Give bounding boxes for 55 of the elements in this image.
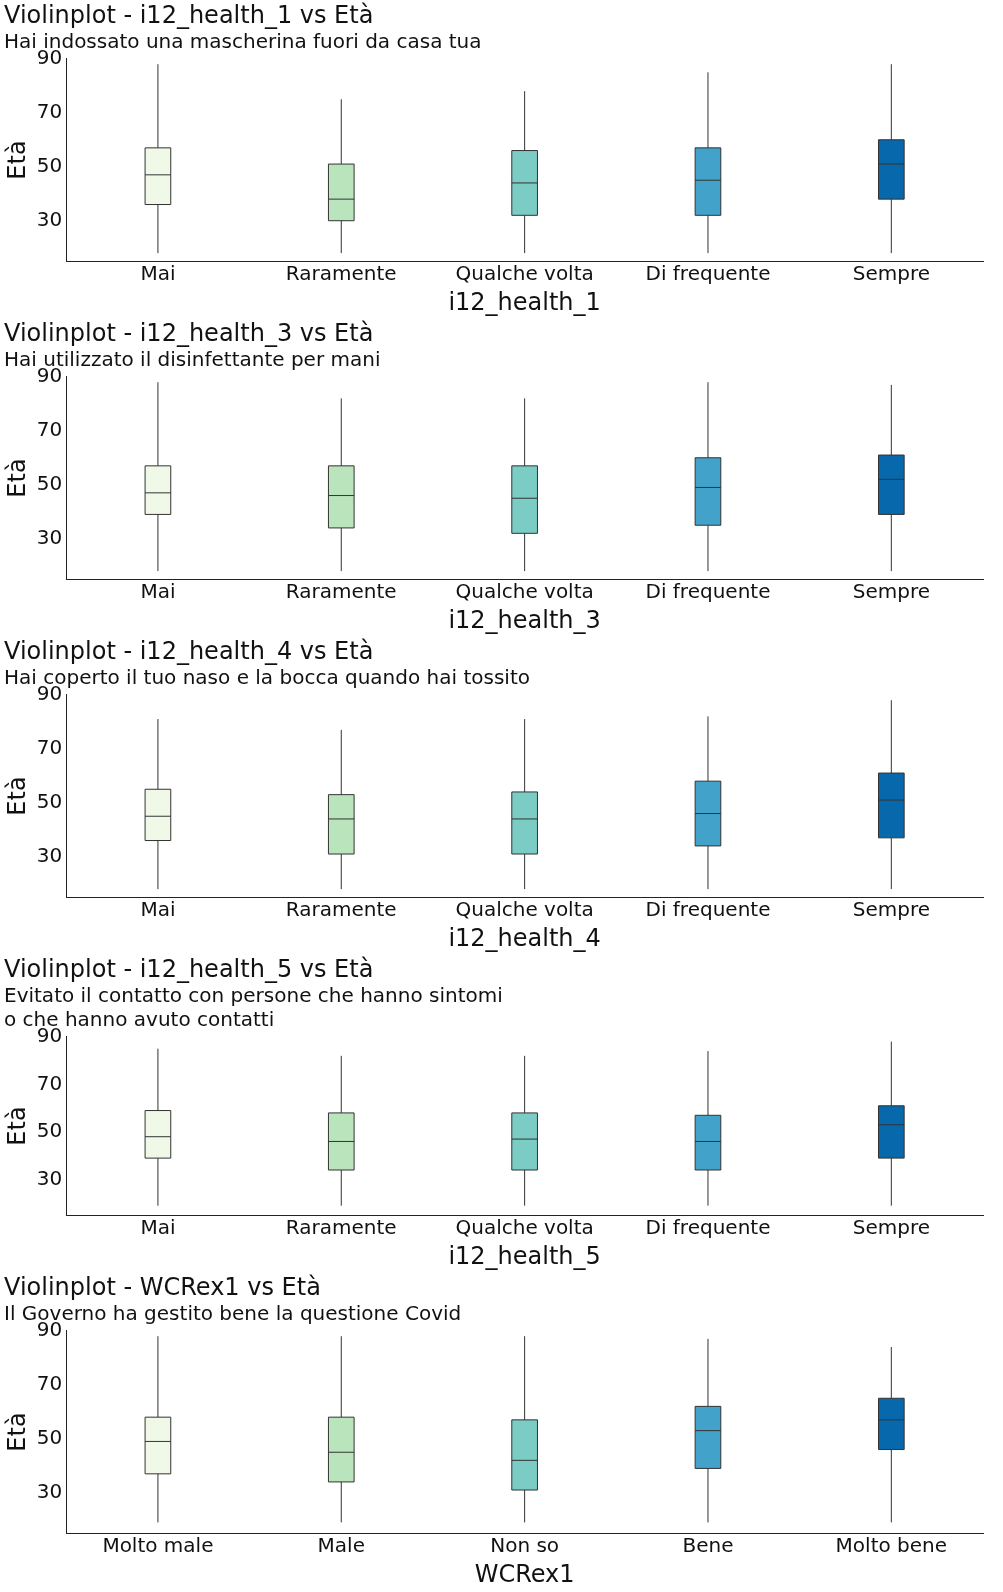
y-tick-label: 50 — [36, 152, 63, 177]
x-tick-label: Mai — [140, 261, 176, 286]
y-axis-title: Età — [2, 140, 31, 180]
y-tick-label: 30 — [36, 1478, 63, 1503]
chart-title: Violinplot - WCRex1 vs Età — [4, 1272, 321, 1301]
y-axis-title: Età — [2, 776, 31, 816]
x-tick-label: Bene — [682, 1533, 734, 1558]
x-tick-label: Non so — [490, 1533, 560, 1558]
y-tick-label: 70 — [36, 416, 63, 441]
y-tick-label: 30 — [36, 206, 63, 231]
y-tick-label: 30 — [36, 842, 63, 867]
x-axis-title: i12_health_3 — [448, 605, 601, 634]
y-tick-label: 70 — [36, 1070, 63, 1095]
x-axis-title: WCRex1 — [474, 1559, 575, 1588]
x-tick-label: Molto bene — [835, 1533, 948, 1558]
x-tick-label: Sempre — [852, 579, 930, 604]
x-tick-label: Di frequente — [645, 897, 771, 922]
y-axis-title: Età — [2, 458, 31, 498]
x-tick-label: Mai — [140, 1215, 176, 1240]
chart-title: Violinplot - i12_health_1 vs Età — [4, 0, 374, 29]
x-tick-label: Qualche volta — [455, 1215, 594, 1240]
x-tick-label: Qualche volta — [455, 261, 594, 286]
y-tick-label: 50 — [36, 1424, 63, 1449]
x-tick-label: Qualche volta — [455, 897, 594, 922]
x-tick-label: Mai — [140, 897, 176, 922]
y-tick-label: 30 — [36, 1165, 63, 1190]
y-tick-label: 50 — [36, 1118, 63, 1143]
x-axis-title: i12_health_4 — [448, 923, 601, 952]
x-tick-label: Raramente — [285, 897, 397, 922]
y-tick-label: 70 — [36, 98, 63, 123]
y-tick-label: 30 — [36, 524, 63, 549]
x-axis-title: i12_health_5 — [448, 1241, 601, 1270]
chart-title: Violinplot - i12_health_3 vs Età — [4, 318, 374, 347]
y-tick-label: 70 — [36, 734, 63, 759]
x-tick-label: Mai — [140, 579, 176, 604]
y-tick-label: 50 — [36, 788, 63, 813]
x-tick-label: Male — [317, 1533, 365, 1558]
chart-title: Violinplot - i12_health_5 vs Età — [4, 954, 374, 983]
x-tick-label: Raramente — [285, 579, 397, 604]
x-tick-label: Molto male — [102, 1533, 214, 1558]
y-axis-title: Età — [2, 1412, 31, 1452]
x-tick-label: Di frequente — [645, 579, 771, 604]
x-tick-label: Di frequente — [645, 1215, 771, 1240]
x-tick-label: Sempre — [852, 897, 930, 922]
y-axis-title: Età — [2, 1106, 31, 1146]
x-tick-label: Raramente — [285, 261, 397, 286]
x-axis-title: i12_health_1 — [448, 287, 601, 316]
x-tick-label: Di frequente — [645, 261, 771, 286]
y-tick-label: 50 — [36, 470, 63, 495]
x-tick-label: Qualche volta — [455, 579, 594, 604]
x-tick-label: Sempre — [852, 1215, 930, 1240]
x-tick-label: Sempre — [852, 261, 930, 286]
x-tick-label: Raramente — [285, 1215, 397, 1240]
y-tick-label: 70 — [36, 1370, 63, 1395]
chart-title: Violinplot - i12_health_4 vs Età — [4, 636, 374, 665]
